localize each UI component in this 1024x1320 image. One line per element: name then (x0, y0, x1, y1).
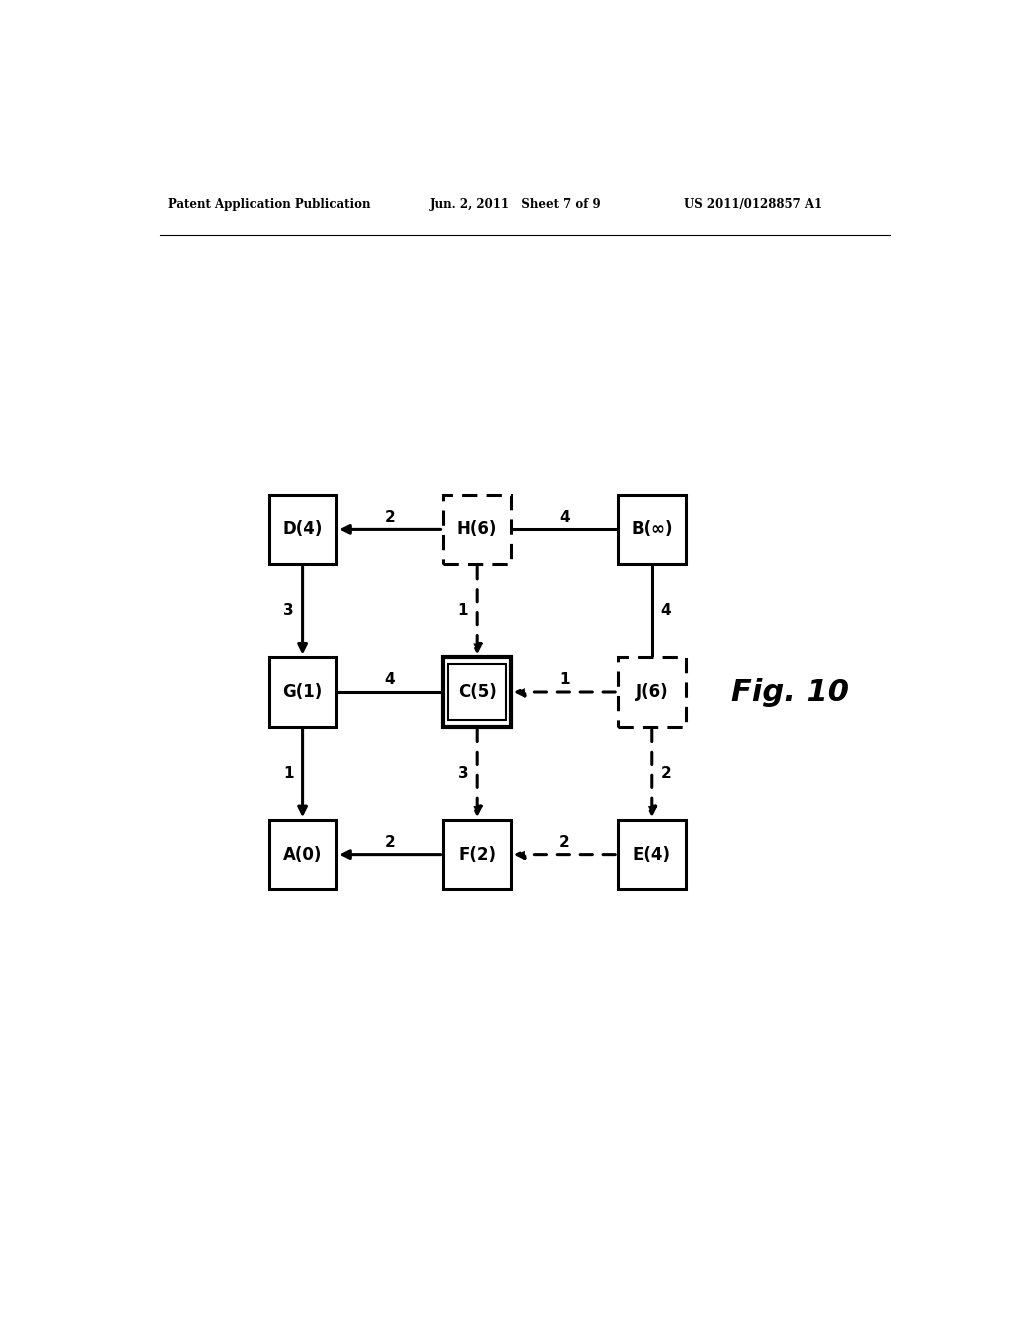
Bar (618, 495, 685, 564)
Text: H(6): H(6) (457, 520, 498, 539)
Text: 2: 2 (385, 836, 395, 850)
Text: 3: 3 (458, 766, 468, 781)
Bar (269, 657, 336, 726)
Text: 1: 1 (283, 766, 294, 781)
Text: 4: 4 (559, 510, 569, 524)
Bar (269, 820, 336, 890)
Text: Fig. 10: Fig. 10 (731, 677, 849, 706)
Bar (443, 820, 511, 890)
Bar (618, 657, 685, 726)
Text: Patent Application Publication: Patent Application Publication (168, 198, 371, 211)
Bar (443, 657, 511, 726)
Bar (618, 820, 685, 890)
Text: 3: 3 (283, 603, 294, 618)
Text: US 2011/0128857 A1: US 2011/0128857 A1 (684, 198, 821, 211)
Text: C(5): C(5) (458, 682, 497, 701)
Text: D(4): D(4) (283, 520, 323, 539)
Bar (269, 495, 336, 564)
Text: 2: 2 (660, 766, 672, 781)
Text: B(∞): B(∞) (631, 520, 673, 539)
Text: E(4): E(4) (633, 846, 671, 863)
Bar (449, 664, 506, 721)
Text: 2: 2 (559, 836, 569, 850)
Text: G(1): G(1) (283, 682, 323, 701)
Text: F(2): F(2) (458, 846, 497, 863)
Text: 4: 4 (660, 603, 672, 618)
Bar (443, 495, 511, 564)
Text: Jun. 2, 2011   Sheet 7 of 9: Jun. 2, 2011 Sheet 7 of 9 (430, 198, 601, 211)
Text: 4: 4 (385, 672, 395, 688)
Text: A(0): A(0) (283, 846, 323, 863)
Text: 2: 2 (385, 510, 395, 524)
Text: J(6): J(6) (636, 682, 668, 701)
Text: 1: 1 (559, 672, 569, 688)
Text: 1: 1 (458, 603, 468, 618)
